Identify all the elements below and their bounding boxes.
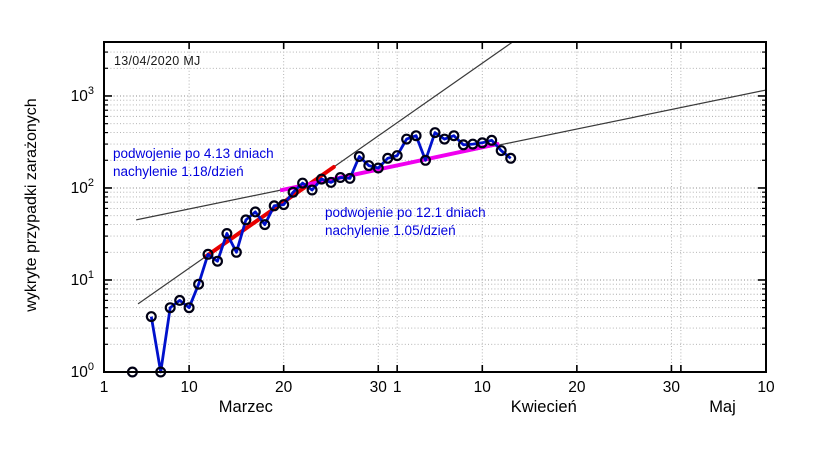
svg-text:102: 102 <box>71 177 94 197</box>
data-point <box>353 151 365 163</box>
annotation-fast-line2: nachylenie 1.18/dzień <box>113 163 244 179</box>
y-axis-label: wykryte przypadki zarażonych <box>23 98 40 312</box>
data-point <box>297 177 309 189</box>
month-labels: Marzec Kwiecień Maj <box>219 398 736 416</box>
data-point <box>183 302 195 314</box>
svg-text:Maj: Maj <box>709 398 736 416</box>
data-point <box>505 152 517 164</box>
data-point <box>382 152 394 164</box>
data-point <box>212 255 224 267</box>
data-point <box>495 145 507 157</box>
annotation-slow-line2: nachylenie 1.05/dzień <box>325 222 456 238</box>
gridlines <box>104 42 766 372</box>
data-point <box>401 133 413 145</box>
svg-text:1: 1 <box>100 379 109 396</box>
data-point <box>439 133 451 145</box>
date-stamp: 13/04/2020 MJ <box>114 54 201 68</box>
svg-text:10: 10 <box>180 379 198 396</box>
data-point <box>202 248 214 260</box>
svg-text:1: 1 <box>393 379 402 396</box>
data-point <box>372 162 384 174</box>
data-points <box>126 127 517 378</box>
data-point <box>249 206 261 218</box>
y-tick-labels: 100 101 102 103 <box>71 85 94 381</box>
data-point <box>344 172 356 184</box>
annotation-slow-doubling: podwojenie po 12.1 dniach nachylenie 1.0… <box>325 204 486 239</box>
svg-text:10: 10 <box>757 379 775 396</box>
data-point <box>278 199 290 211</box>
svg-text:30: 30 <box>663 379 681 396</box>
data-point <box>230 246 242 258</box>
annotation-slow-line1: podwojenie po 12.1 dniach <box>325 205 486 220</box>
data-point <box>259 219 271 231</box>
data-point <box>429 127 441 139</box>
svg-text:30: 30 <box>370 379 388 396</box>
svg-text:10: 10 <box>474 379 492 396</box>
data-point <box>287 186 299 198</box>
svg-text:101: 101 <box>71 269 94 289</box>
annotation-fast-doubling: podwojenie po 4.13 dniach nachylenie 1.1… <box>113 145 274 180</box>
annotation-fast-line1: podwojenie po 4.13 dniach <box>113 146 274 161</box>
data-point <box>476 137 488 149</box>
data-point <box>221 228 233 240</box>
plot-border <box>103 41 767 373</box>
svg-text:100: 100 <box>71 361 94 381</box>
x-tick-labels: 1 10 20 30 1 10 20 30 10 <box>100 379 775 396</box>
data-point <box>193 278 205 290</box>
data-point <box>325 176 337 188</box>
fit-slow <box>279 142 500 193</box>
svg-text:20: 20 <box>275 379 293 396</box>
data-point <box>486 134 498 146</box>
data-point <box>316 173 328 185</box>
svg-text:103: 103 <box>71 85 94 105</box>
svg-text:Marzec: Marzec <box>219 398 273 416</box>
data-point <box>420 154 432 166</box>
data-point <box>448 130 460 142</box>
data-point <box>174 294 186 306</box>
data-point <box>240 214 252 226</box>
data-point <box>391 150 403 162</box>
data-point <box>164 302 176 314</box>
data-point <box>306 184 318 196</box>
data-point <box>363 160 375 172</box>
data-point <box>145 311 157 323</box>
axis-ticks <box>103 42 767 373</box>
svg-text:20: 20 <box>568 379 586 396</box>
data-point <box>410 130 422 142</box>
svg-text:Kwiecień: Kwiecień <box>511 398 577 416</box>
